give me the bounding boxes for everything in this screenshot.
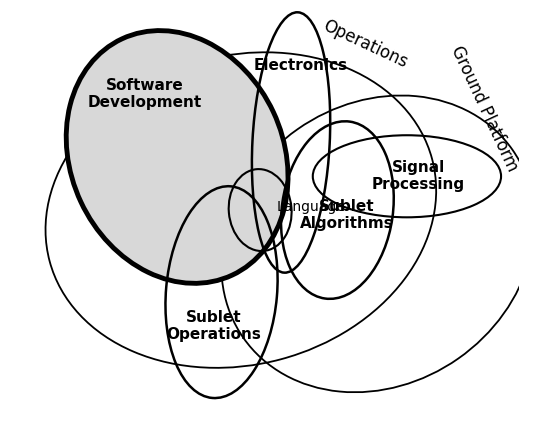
Text: Signal
Processing: Signal Processing [372, 160, 465, 192]
Text: Sublet
Operations: Sublet Operations [166, 310, 261, 342]
Ellipse shape [66, 31, 288, 283]
Text: Software
Development: Software Development [87, 78, 202, 110]
Text: Language: Language [277, 200, 345, 214]
Text: Sublet
Algorithms: Sublet Algorithms [300, 199, 394, 231]
Text: Operations: Operations [320, 17, 411, 71]
Text: Ground Platform: Ground Platform [448, 43, 522, 174]
Text: Electronics: Electronics [254, 58, 348, 73]
